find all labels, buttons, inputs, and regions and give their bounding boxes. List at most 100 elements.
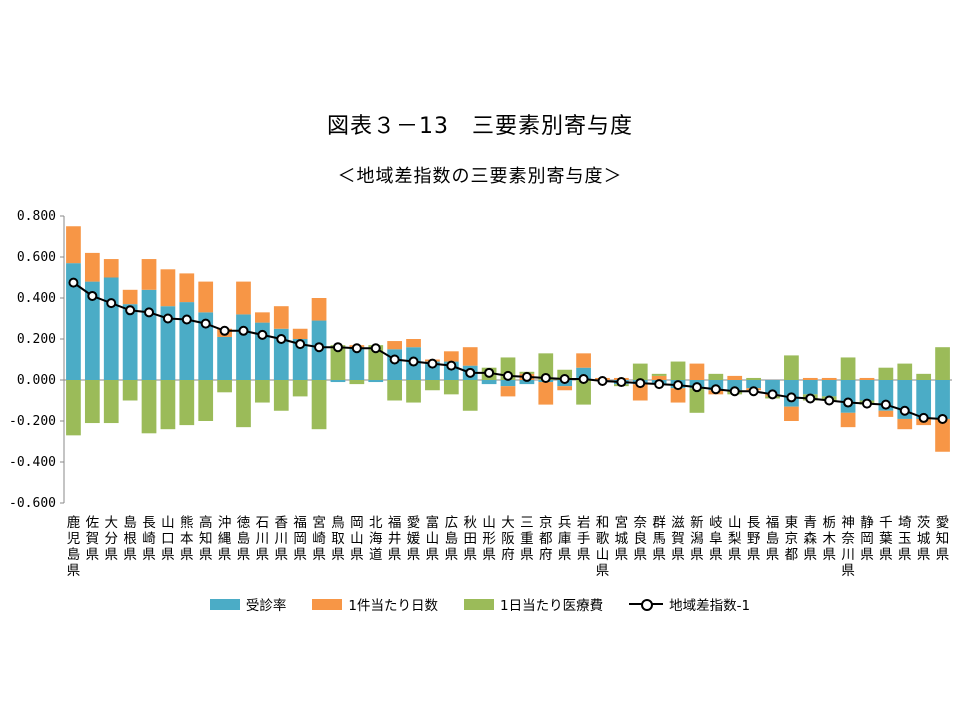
line-point xyxy=(87,290,98,301)
x-tick-label: 愛知県 xyxy=(936,515,950,563)
line-point xyxy=(824,395,835,406)
bar-segment xyxy=(746,377,761,380)
bar-segment xyxy=(859,380,875,401)
bar-segment xyxy=(160,269,176,307)
x-tick-label: 宮崎県 xyxy=(312,515,326,563)
bar-segment xyxy=(802,380,818,395)
bar-segment xyxy=(66,226,81,264)
bar-segment xyxy=(160,306,176,380)
line-point xyxy=(162,313,173,324)
bar-segment xyxy=(160,380,176,430)
bar-segment xyxy=(179,380,195,426)
stacked-bar-chart: 0.800 0.600 0.400 0.200 0.000 -0.200 -0.400 -0.… xyxy=(9,209,952,579)
line-point xyxy=(389,354,400,365)
line-point xyxy=(276,334,287,344)
bar-segment xyxy=(66,380,81,436)
bar-segment xyxy=(897,418,913,430)
bar-segment xyxy=(935,380,950,419)
bar-segment xyxy=(765,380,780,395)
bar-segment xyxy=(632,384,648,401)
bar-segment xyxy=(878,410,894,417)
bar-segment xyxy=(916,373,932,380)
bar-segment xyxy=(727,380,743,391)
bar-segment xyxy=(576,353,591,368)
x-tick-label: 高知県 xyxy=(199,514,213,563)
bar-segment xyxy=(935,347,950,380)
line-point xyxy=(238,325,249,336)
legend-swatch xyxy=(312,598,343,610)
bar-segment xyxy=(273,306,289,329)
bar-segment xyxy=(708,373,724,380)
line-point xyxy=(805,393,816,404)
y-tick-label: 0.200 xyxy=(17,332,56,347)
bar-segment xyxy=(406,380,421,403)
x-tick-label: 山口県 xyxy=(161,515,175,563)
x-tick-label: 福井県 xyxy=(388,515,402,563)
line-point xyxy=(125,305,136,316)
bar-segment xyxy=(122,304,138,380)
x-tick-label: 山形県 xyxy=(482,515,496,563)
bar-segment xyxy=(236,281,251,315)
bar-segment xyxy=(632,363,648,380)
x-tick-label: 福岡県 xyxy=(293,515,307,563)
bar-segment xyxy=(368,345,384,380)
line-point xyxy=(843,397,854,408)
x-tick-label: 福島県 xyxy=(766,515,780,563)
line-point xyxy=(484,367,495,378)
bar-segment xyxy=(217,336,232,380)
bar-segment xyxy=(236,380,251,428)
page-title: 図表３－13 三要素別寄与度 xyxy=(327,114,633,139)
bar-segment xyxy=(935,418,950,452)
line-point xyxy=(918,412,929,423)
bar-segment xyxy=(122,289,138,305)
legend-swatch xyxy=(464,598,495,610)
bar-segment xyxy=(651,375,667,380)
legend-label: 1件当たり日数 xyxy=(348,598,439,614)
bar-segment xyxy=(349,347,365,380)
y-tick-label: 0.400 xyxy=(17,291,56,306)
x-tick-label: 鳥取県 xyxy=(331,515,345,563)
bar-segment xyxy=(273,380,289,411)
line-point xyxy=(521,371,532,382)
line-point xyxy=(314,342,325,353)
line-point xyxy=(597,376,608,387)
bar-segment xyxy=(840,380,856,413)
legend-swatch xyxy=(209,598,240,610)
x-tick-label: 鹿児島県 xyxy=(67,514,81,579)
bar-segment xyxy=(443,351,459,362)
bar-segment xyxy=(84,281,100,380)
bar-segment xyxy=(236,314,251,380)
bar-segment xyxy=(217,380,232,393)
bar-segment xyxy=(349,380,365,385)
x-tick-label: 佐賀県 xyxy=(86,515,100,563)
line-point xyxy=(635,378,646,389)
bar-segment xyxy=(84,380,100,424)
bar-segment xyxy=(576,380,591,405)
bar-segment xyxy=(198,312,214,380)
bar-segment xyxy=(840,357,856,380)
bar-segment xyxy=(66,263,81,380)
x-tick-label: 愛媛県 xyxy=(407,515,421,563)
bar-segment xyxy=(897,363,913,380)
bar-segment xyxy=(443,380,459,395)
bar-segment xyxy=(538,353,554,380)
legend-line-marker xyxy=(629,598,664,611)
bar-segment xyxy=(311,298,327,321)
x-tick-label: 秋田県 xyxy=(463,515,477,563)
bar-segment xyxy=(198,281,214,313)
x-tick-label: 徳島県 xyxy=(237,515,251,563)
x-tick-label: 岐阜県 xyxy=(709,515,723,563)
bar-segment xyxy=(406,339,421,348)
line-point xyxy=(691,382,702,393)
line-point xyxy=(880,399,891,410)
x-tick-label: 和歌山県 xyxy=(596,515,610,579)
x-tick-label: 石川県 xyxy=(256,515,270,563)
bar-segment xyxy=(462,380,478,411)
bar-segment xyxy=(821,377,837,380)
bar-segment xyxy=(292,339,308,380)
line-point xyxy=(68,277,79,288)
legend: 受診率 1件当たり日数 1日当たり医療費 地域差指数-1 xyxy=(0,594,960,614)
x-tick-label: 茨城県 xyxy=(917,515,931,563)
bar-segment xyxy=(670,388,686,403)
x-tick-label: 島根県 xyxy=(123,515,137,563)
